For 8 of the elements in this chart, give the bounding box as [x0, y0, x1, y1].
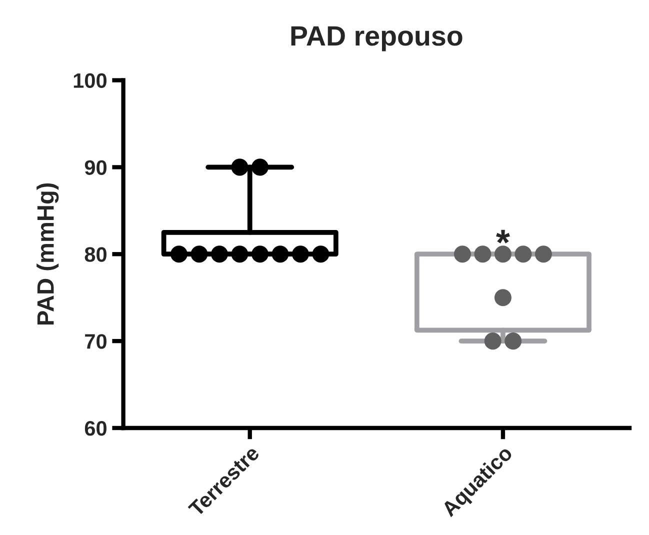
- y-tick-label: 80: [84, 247, 106, 262]
- y-tick-label: 90: [84, 160, 106, 175]
- chart-title: PAD repouso: [291, 26, 462, 52]
- y-axis-title: PAD (mmHg): [36, 183, 59, 324]
- y-tick-label: 60: [84, 421, 106, 436]
- y-tick-label: 70: [85, 334, 106, 349]
- y-tick-label: 100: [74, 73, 106, 88]
- annotation: *: [496, 230, 510, 244]
